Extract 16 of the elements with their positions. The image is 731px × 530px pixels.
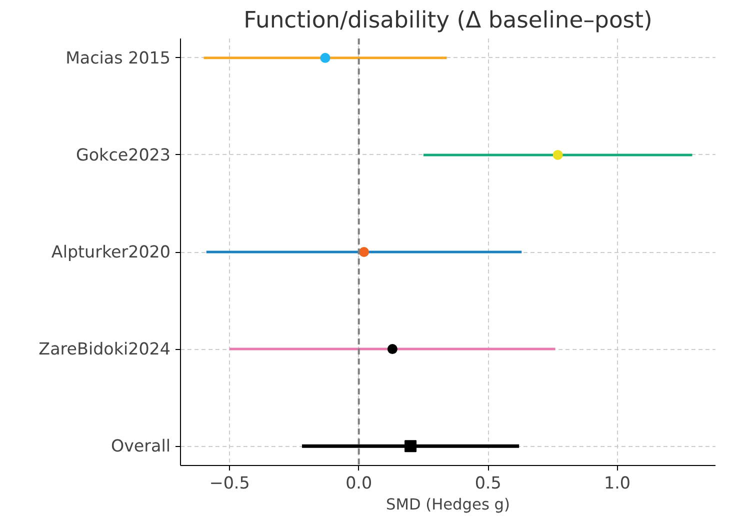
x-tick-label: 1.0 <box>604 474 631 492</box>
y-tick-label: ZareBidoki2024 <box>38 340 170 359</box>
x-axis-title: SMD (Hedges g) <box>386 496 510 514</box>
x-tick-label: −0.5 <box>209 474 250 492</box>
point <box>387 344 398 354</box>
point <box>359 247 369 257</box>
x-tick-label: 0.0 <box>346 474 372 492</box>
chart-title: Function/disability (Δ baseline–post) <box>244 8 652 34</box>
y-tick-label: Gokce2023 <box>76 145 171 164</box>
point <box>552 150 563 160</box>
y-tick-label: Overall <box>110 436 171 456</box>
x-tick-label: 0.5 <box>474 474 502 492</box>
y-tick-label: Alpturker2020 <box>51 242 171 262</box>
y-tick-label: Macias 2015 <box>66 48 171 68</box>
point <box>320 52 330 63</box>
point <box>404 440 417 452</box>
